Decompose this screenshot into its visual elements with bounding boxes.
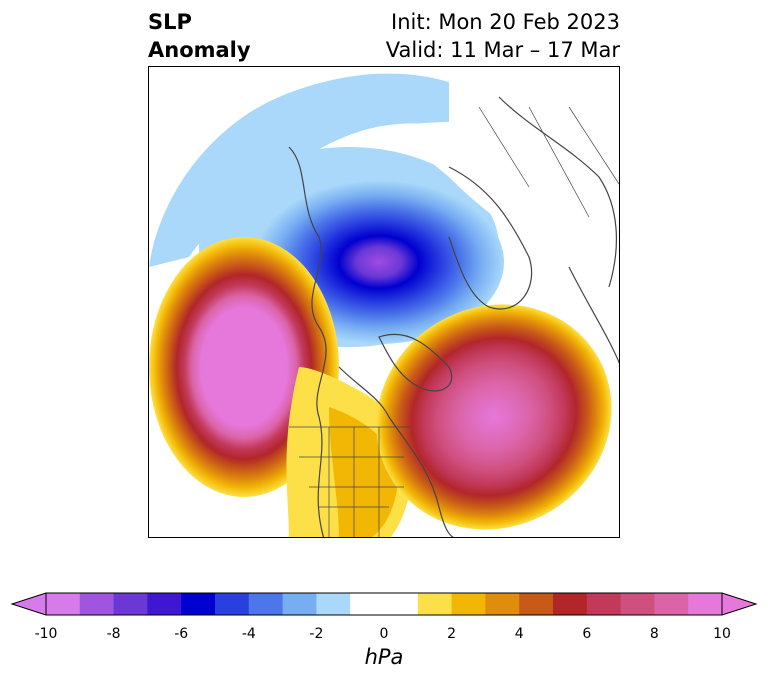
colorbar-segment — [654, 593, 689, 615]
colorbar-segment — [620, 593, 655, 615]
init-date: Init: Mon 20 Feb 2023 — [391, 10, 620, 34]
title-line-2: Anomaly — [148, 38, 251, 62]
colorbar-segment — [519, 593, 554, 615]
atlantic-high — [376, 304, 612, 530]
colorbar-tick-label: 6 — [582, 626, 592, 642]
colorbar-segment — [451, 593, 486, 615]
colorbar-outline-high — [721, 592, 758, 616]
colorbar-segment — [79, 593, 115, 615]
colorbar-tick-label: -4 — [241, 626, 256, 642]
political-borders — [289, 106, 619, 537]
colorbar-tick-label: 10 — [713, 626, 731, 642]
colorbar-segment — [384, 593, 419, 615]
valid-range: Valid: 11 Mar – 17 Mar — [385, 38, 620, 62]
colorbar-outline-low — [10, 592, 47, 616]
colorbar-tick-label: -10 — [34, 626, 58, 642]
colorbar-segment — [485, 593, 520, 615]
map-panel — [148, 66, 620, 538]
colorbar-tick-label: -8 — [106, 626, 121, 642]
colorbar — [10, 592, 758, 616]
coastlines — [288, 96, 619, 537]
colorbar-tick-label: 8 — [649, 626, 659, 642]
colorbar-segment — [113, 593, 148, 615]
colorbar-outline — [45, 592, 723, 616]
colorbar-segment — [350, 593, 385, 615]
colorbar-tick-label: -6 — [174, 626, 189, 642]
map-dates: Init: Mon 20 Feb 2023 Valid: 11 Mar – 17… — [386, 8, 620, 64]
colorbar-tick-label: 4 — [514, 626, 524, 642]
anomaly-map — [149, 68, 619, 537]
colorbar-segment — [553, 593, 588, 615]
colorbar-segment — [147, 593, 182, 615]
colorbar-segment — [688, 593, 723, 615]
neutral-region — [389, 68, 619, 267]
colorbar-unit: hPa — [364, 645, 404, 669]
colorbar-segment — [181, 593, 216, 615]
colorbar-extend-high — [722, 593, 756, 615]
colorbar-segment — [215, 593, 250, 615]
colorbar-tick-label: -2 — [309, 626, 324, 642]
colorbar-segment — [417, 593, 453, 615]
colorbar-segment — [248, 593, 284, 615]
colorbar-extend-low — [12, 593, 46, 615]
colorbar-segment — [316, 593, 351, 615]
map-title: SLP Anomaly — [148, 8, 251, 64]
colorbar-segment — [46, 593, 81, 615]
colorbar-segments — [46, 593, 723, 615]
colorbar-tick-label: 0 — [379, 626, 389, 642]
colorbar-segment — [282, 593, 317, 615]
title-line-1: SLP — [148, 10, 192, 34]
colorbar-segment — [586, 593, 622, 615]
colorbar-tick-label: 2 — [447, 626, 457, 642]
